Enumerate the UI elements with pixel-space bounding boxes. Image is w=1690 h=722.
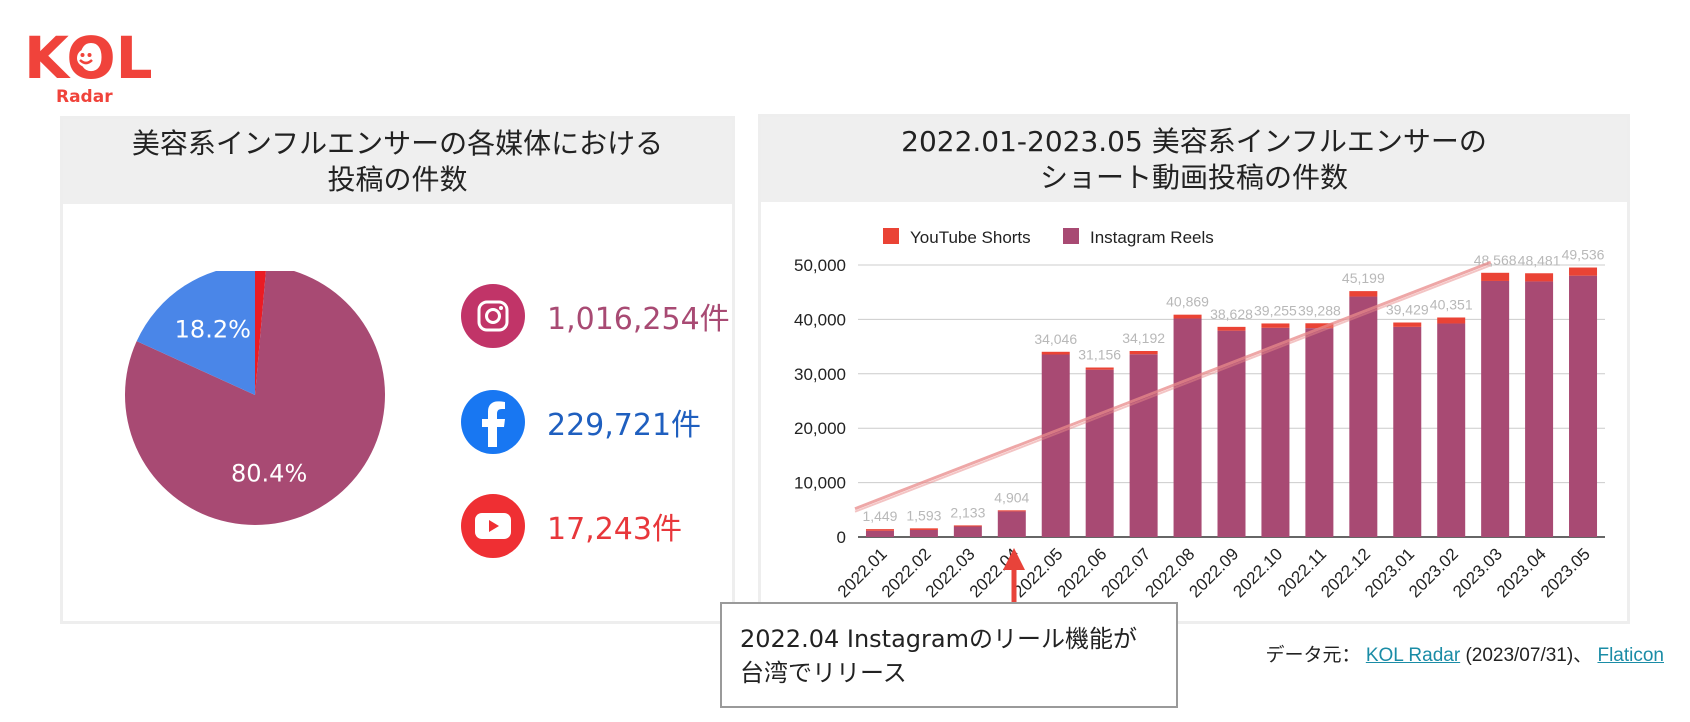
y-tick-label: 10,000	[794, 474, 846, 493]
pie-slice-instagram	[125, 271, 385, 525]
bar-instagram-reels	[1305, 328, 1334, 537]
bar-total-label: 4,904	[994, 489, 1029, 505]
trendline	[854, 260, 1492, 511]
pie-title-line2: 投稿の件数	[327, 162, 468, 196]
bar-youtube-shorts	[1305, 323, 1334, 329]
bar-total-label: 49,536	[1562, 247, 1605, 263]
pie-title-line1: 美容系インフルエンサーの各媒体における	[131, 126, 664, 160]
bar-panel-title: 2022.01-2023.05 美容系インフルエンサーの ショート動画投稿の件数	[761, 117, 1627, 202]
pie-chart-panel: 美容系インフルエンサーの各媒体における 投稿の件数 80.4% 18.2% 1,0…	[60, 116, 735, 624]
bar-total-label: 48,481	[1518, 252, 1561, 268]
reels-release-callout: 2022.04 Instagramのリール機能が 台湾でリリース	[720, 602, 1178, 708]
bar-instagram-reels	[1173, 318, 1202, 537]
source-link-kol-radar[interactable]: KOL Radar	[1365, 645, 1461, 666]
chart-legend: YouTube Shorts Instagram Reels	[883, 228, 1214, 247]
bar-youtube-shorts	[1129, 350, 1158, 355]
bar-instagram-reels	[1437, 323, 1466, 537]
bar-total-label: 39,429	[1386, 302, 1429, 318]
pie-slice-youtube	[255, 271, 266, 395]
bar-youtube-shorts	[1437, 317, 1466, 324]
bar-instagram-reels	[1481, 280, 1510, 537]
legend-swatch-instagram-reels	[1063, 228, 1079, 244]
bar-total-label: 34,046	[1034, 331, 1077, 347]
bar-total-label: 39,288	[1298, 302, 1341, 318]
bar-instagram-reels	[909, 529, 938, 537]
youtube-icon	[461, 494, 525, 558]
x-tick-label: 2023.05	[1537, 544, 1594, 601]
bar-total-label: 31,156	[1078, 347, 1121, 363]
bar-instagram-reels	[1261, 327, 1290, 537]
bar-youtube-shorts	[1525, 273, 1554, 282]
bar-instagram-reels	[1569, 275, 1598, 537]
bar-youtube-shorts	[1041, 351, 1070, 355]
stat-instagram: 1,016,254件	[461, 284, 730, 348]
bar-total-label: 40,351	[1430, 296, 1473, 312]
y-tick-label: 20,000	[794, 419, 846, 438]
bar-title-line1: 2022.01-2023.05 美容系インフルエンサーの	[901, 124, 1487, 158]
bar-youtube-shorts	[1349, 291, 1378, 297]
y-tick-label: 0	[837, 528, 846, 547]
bar-total-label: 40,869	[1166, 294, 1209, 310]
bar-youtube-shorts	[1261, 323, 1290, 328]
bar-instagram-reels	[953, 526, 982, 537]
facebook-icon	[461, 390, 525, 454]
bar-youtube-shorts	[1481, 272, 1510, 281]
bar-youtube-shorts	[1173, 314, 1202, 319]
callout-line1: 2022.04 Instagramのリール機能が	[740, 625, 1137, 653]
bar-instagram-reels	[1129, 354, 1158, 537]
callout-line2: 台湾でリリース	[740, 659, 907, 687]
y-tick-label: 40,000	[794, 310, 846, 329]
bar-youtube-shorts	[1217, 326, 1246, 331]
bar-youtube-shorts	[953, 525, 982, 527]
logo-subtext: Radar	[56, 87, 113, 107]
bar-instagram-reels	[1393, 326, 1422, 537]
stat-youtube: 17,243件	[461, 494, 682, 558]
pie-label-facebook: 18.2%	[175, 315, 251, 343]
bar-instagram-reels	[997, 511, 1026, 537]
legend-label-instagram-reels: Instagram Reels	[1090, 228, 1214, 247]
bar-youtube-shorts	[909, 528, 938, 530]
bar-total-label: 1,449	[862, 508, 897, 524]
source-link-flaticon[interactable]: Flaticon	[1597, 645, 1664, 666]
stat-facebook: 229,721件	[461, 390, 701, 454]
instagram-count: 1,016,254件	[547, 302, 730, 337]
bar-total-label: 45,199	[1342, 270, 1385, 286]
bar-total-label: 1,593	[906, 507, 941, 523]
bar-total-label: 39,255	[1254, 302, 1297, 318]
bar-total-label: 38,628	[1210, 306, 1253, 322]
legend-label-youtube-shorts: YouTube Shorts	[910, 228, 1031, 247]
bar-youtube-shorts	[865, 529, 894, 531]
kol-radar-logo: KOL Radar	[24, 24, 153, 107]
y-tick-label: 50,000	[794, 256, 846, 275]
bar-instagram-reels	[1525, 281, 1554, 537]
bar-youtube-shorts	[997, 510, 1026, 512]
y-tick-label: 30,000	[794, 365, 846, 384]
pie-chart: 80.4% 18.2%	[125, 271, 385, 525]
bar-youtube-shorts	[1085, 367, 1114, 370]
pie-panel-title: 美容系インフルエンサーの各媒体における 投稿の件数	[63, 119, 732, 204]
bar-youtube-shorts	[1393, 322, 1422, 327]
bar-instagram-reels	[1349, 296, 1378, 537]
pie-label-instagram: 80.4%	[231, 460, 307, 488]
source-prefix: データ元：	[1265, 645, 1361, 666]
bar-instagram-reels	[1041, 354, 1070, 537]
source-note: データ元： KOL Radar (2023/07/31)、 Flaticon	[1266, 640, 1664, 667]
bar-instagram-reels	[865, 530, 894, 537]
legend-swatch-youtube-shorts	[883, 228, 899, 244]
youtube-count: 17,243件	[547, 512, 682, 547]
bar-youtube-shorts	[1569, 267, 1598, 276]
instagram-icon	[461, 284, 525, 348]
x-tick-label: 2022.10	[1229, 544, 1286, 601]
source-date: (2023/07/31)、	[1465, 645, 1593, 666]
bar-total-label: 2,133	[950, 504, 985, 520]
facebook-count: 229,721件	[547, 408, 702, 443]
bar-instagram-reels	[1085, 369, 1114, 537]
bar-title-line2: ショート動画投稿の件数	[1039, 160, 1348, 194]
trendline-shadow	[854, 264, 1492, 513]
bar-total-label: 34,192	[1122, 330, 1165, 346]
pie-slice-facebook	[136, 271, 255, 395]
